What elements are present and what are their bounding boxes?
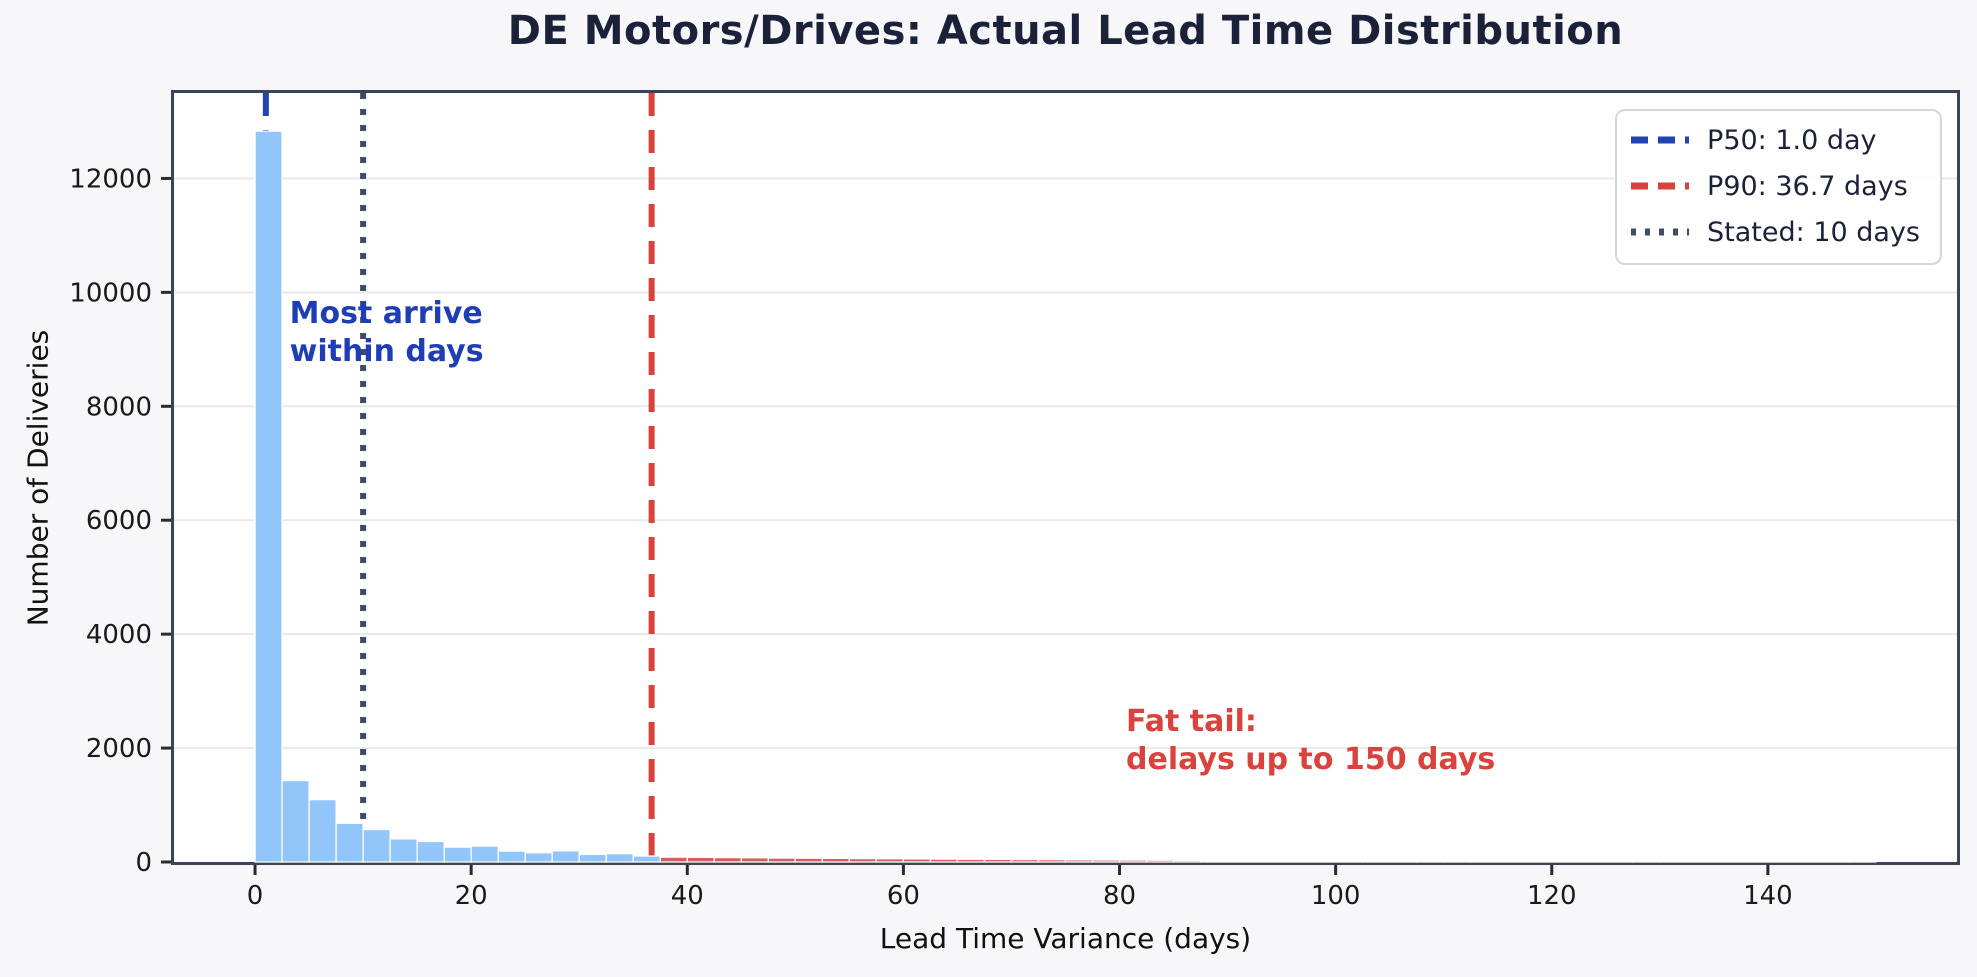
- y-tick-label: 12000: [69, 164, 152, 194]
- histogram-bar: [929, 858, 959, 863]
- legend-label-stated: Stated: 10 days: [1707, 216, 1920, 248]
- histogram-bar: [740, 857, 769, 863]
- histogram-bar: [1443, 860, 1472, 863]
- histogram-bar: [497, 850, 526, 863]
- histogram-bar: [470, 845, 499, 863]
- histogram-bar: [713, 856, 742, 863]
- histogram-bar: [416, 840, 445, 863]
- histogram-bar: [1470, 860, 1499, 863]
- chart-canvas: 0 20 40 60 80 100 120 140 0 2000 4000 6000 8000 10000…: [69, 93, 1957, 911]
- histogram-bar: [902, 858, 932, 863]
- histogram-bar: [1335, 860, 1364, 863]
- histogram-bar: [1416, 860, 1445, 863]
- histogram-bar: [1280, 860, 1310, 863]
- histogram-bar: [875, 858, 905, 863]
- legend-row-p90: P90: 36.7 days: [1631, 165, 1920, 207]
- annotation-most-arrive: Most arrive within days: [289, 296, 484, 370]
- histogram-bar: [578, 853, 607, 863]
- histogram-bar: [1253, 860, 1283, 863]
- legend-label-p50: P50: 1.0 day: [1707, 124, 1877, 156]
- histogram-bar: [767, 857, 796, 863]
- legend-row-stated: Stated: 10 days: [1631, 211, 1920, 253]
- chart-title: DE Motors/Drives: Actual Lead Time Distr…: [507, 8, 1624, 54]
- x-tick-label: 0: [247, 881, 264, 911]
- x-tick-label: 100: [1311, 881, 1361, 911]
- histogram-bar: [1118, 859, 1148, 863]
- histogram-bar: [983, 858, 1013, 863]
- histogram-bar: [659, 856, 688, 863]
- y-tick-label: 2000: [86, 734, 152, 764]
- histogram-bar: [1389, 860, 1418, 863]
- histogram-bar: [1172, 859, 1202, 863]
- histogram-bar: [254, 130, 283, 863]
- y-tick-label: 4000: [86, 620, 152, 650]
- x-tick-label: 140: [1743, 881, 1793, 911]
- histogram-bar: [362, 828, 391, 863]
- stated-line-sample-icon: [1631, 228, 1690, 236]
- histogram-bar: [956, 858, 986, 863]
- x-tick-label: 80: [1103, 881, 1136, 911]
- histogram-bar: [1037, 859, 1067, 863]
- legend-label-p90: P90: 36.7 days: [1707, 170, 1908, 202]
- legend-row-p50: P50: 1.0 day: [1631, 119, 1920, 161]
- y-tick-label: 10000: [69, 278, 152, 308]
- histogram-bar: [1064, 859, 1094, 863]
- histogram-bar: [794, 857, 824, 863]
- plot-area: 0 20 40 60 80 100 120 140 0 2000 4000 6000 8000 10000…: [69, 90, 1960, 911]
- y-tick-label: 6000: [86, 506, 152, 536]
- histogram-bar: [1524, 860, 1553, 863]
- p50-line-sample-icon: [1631, 136, 1690, 144]
- histogram-bar: [605, 853, 634, 863]
- y-tick-label: 0: [135, 848, 152, 878]
- x-tick-label: 60: [887, 881, 920, 911]
- histogram-bar: [281, 779, 310, 863]
- x-tick-label: 120: [1527, 881, 1577, 911]
- histogram-bar: [1307, 860, 1337, 863]
- x-tick-label: 40: [671, 881, 704, 911]
- histogram-bar: [1091, 859, 1121, 863]
- histogram-bar: [1226, 860, 1256, 863]
- histogram-bar: [443, 846, 472, 863]
- histogram-bar: [686, 856, 715, 863]
- histogram-bar: [632, 855, 661, 863]
- histogram-bar: [848, 857, 878, 863]
- y-tick-label: 8000: [86, 392, 152, 422]
- p90-line-sample-icon: [1631, 182, 1690, 190]
- histogram-bar: [1199, 860, 1229, 863]
- x-tick-label: 20: [455, 881, 488, 911]
- histogram-bar: [1145, 859, 1175, 863]
- histogram-bar: [551, 850, 580, 863]
- x-axis-label: Lead Time Variance (days): [879, 922, 1252, 955]
- histogram-bar: [1362, 860, 1391, 863]
- histogram-bar: [1551, 860, 1580, 863]
- histogram-bar: [335, 822, 364, 863]
- histogram-bar: [821, 857, 851, 863]
- annotation-fat-tail: Fat tail: delays up to 150 days: [1126, 704, 1496, 778]
- histogram-bar: [1497, 860, 1526, 863]
- legend: P50: 1.0 day P90: 36.7 days Stated: 10 d…: [1615, 109, 1942, 265]
- y-axis-label: Number of Deliveries: [21, 329, 55, 627]
- histogram-bar: [1010, 858, 1040, 863]
- histogram-bar: [308, 798, 337, 863]
- histogram-bar: [524, 852, 553, 863]
- histogram-bar: [389, 838, 418, 863]
